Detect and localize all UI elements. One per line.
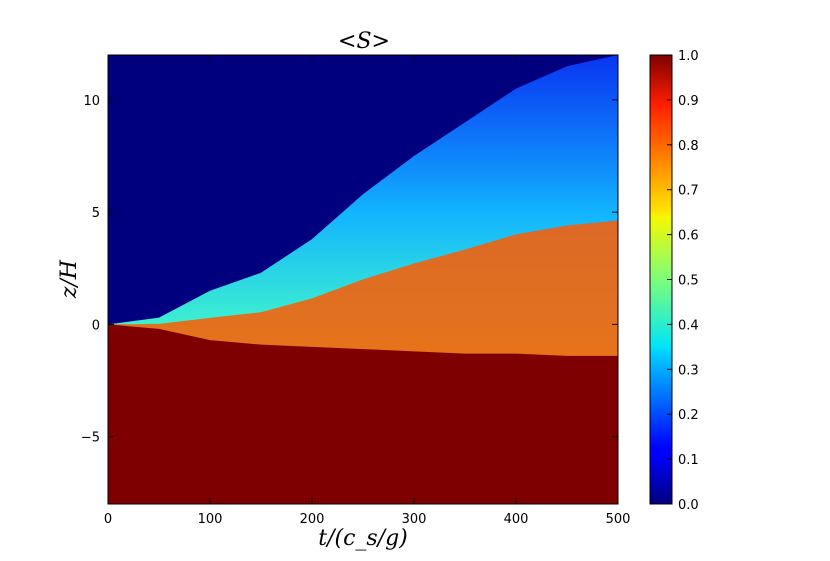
plot-frame	[107, 54, 619, 505]
x-tick-label: 0	[104, 512, 112, 527]
colorbar-tick-label: 0.4	[678, 318, 699, 333]
x-axis-label: t/(c_s/g)	[318, 526, 408, 551]
y-tick-label: 10	[83, 94, 100, 109]
x-tick-label: 200	[300, 512, 325, 527]
y-tick-label: −5	[81, 431, 100, 446]
colorbar-tick-label: 0.2	[678, 408, 699, 423]
colorbar-tick-label: 0.7	[678, 184, 699, 199]
colorbar-tick-label: 0.8	[678, 139, 699, 154]
colorbar-tick-label: 0.6	[678, 229, 699, 244]
colorbar-tick-label: 1.0	[678, 49, 699, 64]
colorbar-ticks: 0.0 0.1 0.2 0.3 0.4 0.5 0.6 0.7 0.8 0.9 1.0	[667, 49, 699, 513]
plot-title: <S>	[338, 29, 390, 54]
x-tick-label: 500	[606, 512, 631, 527]
plot-area	[108, 55, 618, 504]
x-tick-label: 400	[504, 512, 529, 527]
x-axis: 0 100 200 300 400 500	[104, 55, 631, 527]
y-axis-label: z/H	[57, 259, 82, 299]
colorbar-tick-label: 0.9	[678, 94, 699, 109]
field-high-region	[108, 324, 618, 504]
x-tick-label: 100	[198, 512, 223, 527]
colorbar-tick-label: 0.3	[678, 363, 699, 378]
y-axis: −5 0 5 10	[81, 94, 618, 446]
x-tick-label: 300	[402, 512, 427, 527]
colorbar-tick-label: 0.5	[678, 274, 699, 289]
colorbar-tick-label: 0.0	[678, 498, 699, 513]
y-tick-label: 5	[92, 206, 100, 221]
y-tick-label: 0	[92, 318, 100, 333]
colorbar-tick-label: 0.1	[678, 453, 699, 468]
